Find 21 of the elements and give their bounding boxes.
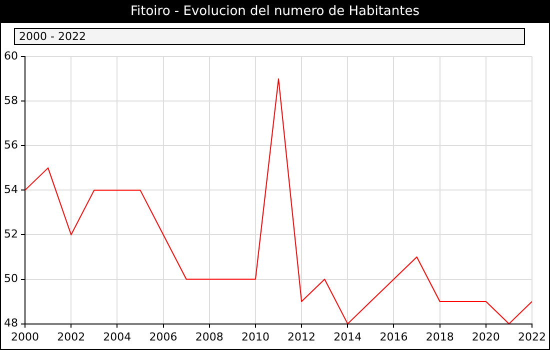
x-tick-label: 2004 [103, 330, 132, 344]
x-tick-label: 2022 [518, 330, 546, 344]
y-tick-label: 58 [4, 94, 18, 107]
x-tick-label: 2008 [195, 330, 224, 344]
chart-subtitle: 2000 - 2022 [14, 28, 525, 45]
y-tick-label: 50 [4, 272, 18, 286]
y-tick-label: 56 [4, 138, 18, 152]
y-tick-label: 54 [4, 183, 18, 196]
y-tick-label: 48 [4, 316, 18, 330]
x-tick-label: 2020 [472, 330, 500, 344]
y-tick-label: 52 [4, 228, 18, 241]
x-tick-label: 2000 [10, 330, 39, 344]
y-tick-label: 60 [4, 49, 18, 62]
x-tick-label: 2014 [334, 330, 362, 344]
x-tick-label: 2018 [426, 330, 454, 344]
x-tick-label: 2010 [241, 330, 270, 344]
x-tick-label: 2012 [288, 330, 316, 344]
chart-title: Fitoiro - Evolucion del numero de Habitantes [1, 1, 549, 23]
x-tick-label: 2016 [380, 330, 408, 344]
x-tick-label: 2006 [149, 330, 178, 344]
x-tick-label: 2002 [57, 330, 86, 344]
